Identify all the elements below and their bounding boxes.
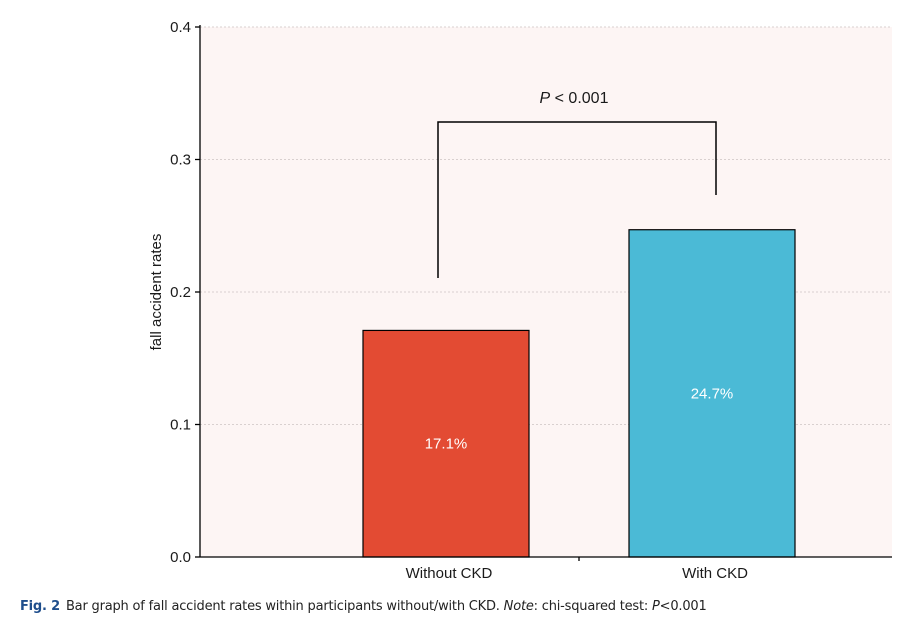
caption-text: Bar graph of fall accident rates within … xyxy=(65,599,504,614)
bar xyxy=(362,329,530,558)
x-category-label: With CKD xyxy=(682,565,748,582)
significance-bracket: P < 0.001 xyxy=(437,90,717,278)
y-tick-label: 0.4 xyxy=(170,19,191,36)
y-tick-label: 0.2 xyxy=(170,284,191,301)
axes xyxy=(195,25,892,561)
figure-label: Fig. 2 xyxy=(20,599,60,614)
y-tick-label: 0.0 xyxy=(170,549,191,566)
y-tick-label: 0.1 xyxy=(170,417,191,434)
figure-caption: Fig. 2 Bar graph of fall accident rates w… xyxy=(20,599,707,614)
y-axis-label: fall accident rates xyxy=(148,234,165,351)
y-tick-label: 0.3 xyxy=(170,152,191,169)
bar-chart: 17.1% 24.7% P < 0.001 0.0 0.1 0.2 0.3 0.4 With… xyxy=(148,19,892,582)
bar xyxy=(628,229,796,558)
bar-data-label: 24.7% xyxy=(691,385,734,402)
caption-p-value: <0.001 xyxy=(659,599,707,614)
axis-labels: 0.0 0.1 0.2 0.3 0.4 Without CKD With CKD fall a… xyxy=(148,19,748,582)
p-symbol: P xyxy=(540,90,551,107)
caption-note-label: Note xyxy=(503,599,534,614)
caption-note-text: : chi-squared test: xyxy=(533,599,653,614)
bars: 17.1% 24.7% xyxy=(362,229,796,558)
bracket-line xyxy=(437,121,717,278)
x-category-label: Without CKD xyxy=(406,565,493,582)
p-value-text: < 0.001 xyxy=(550,90,608,107)
bar-data-label: 17.1% xyxy=(425,436,468,453)
caption-p-symbol: P xyxy=(652,599,660,614)
p-value-annotation: P < 0.001 xyxy=(540,90,609,107)
